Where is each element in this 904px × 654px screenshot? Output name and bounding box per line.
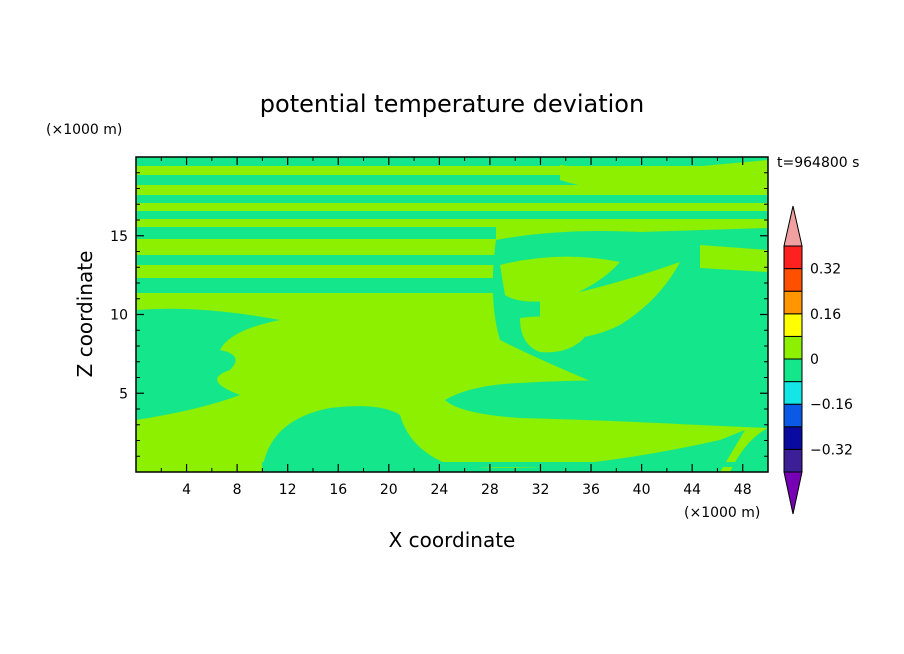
colorbar-segment [783,245,803,270]
colorbar-label: −0.16 [810,397,853,413]
field-patch [262,406,745,472]
colorbar-segment [783,426,803,450]
y-axis-label: Z coordinate [73,251,97,378]
field-patch [730,428,768,472]
x-tick-label: 48 [734,482,752,498]
colorbar-label: 0 [810,352,819,368]
y-tick-label: 10 [110,308,128,324]
field-band [136,278,496,293]
contour-field [136,157,768,472]
field-patch [445,380,768,428]
x-tick-label: 24 [430,482,448,498]
field-patch [500,256,620,302]
colorbar-segment [783,290,803,315]
time-label: t=964800 s [777,155,859,171]
x-axis-ticks: 4 8 12 16 20 24 28 32 36 40 44 48 [160,157,752,498]
y-tick-label: 5 [119,386,128,402]
x-tick-label: 36 [582,482,600,498]
x-tick-label: 20 [380,482,398,498]
field-band [136,175,768,185]
field-band [136,255,496,265]
y-tick-label: 15 [110,229,128,245]
field-band [136,211,768,219]
colorbar-segment [783,403,803,428]
colorbar-segment [783,381,803,405]
chart-title: potential temperature deviation [260,90,644,118]
field-patch [520,316,590,353]
colorbar: 0.32 0.16 0 −0.16 −0.32 [783,205,853,515]
colorbar-label: 0.32 [810,262,841,278]
field-band [136,195,768,203]
x-tick-label: 8 [233,482,242,498]
field-patch [560,160,768,192]
y-axis-unit: (×1000 m) [46,122,122,138]
x-tick-label: 4 [182,482,191,498]
x-tick-label: 44 [683,482,701,498]
colorbar-under-triangle [783,471,803,515]
field-band [136,462,768,467]
colorbar-segment [783,358,803,383]
x-tick-label: 32 [532,482,550,498]
colorbar-segment [783,313,803,337]
colorbar-segment [783,448,803,473]
colorbar-label: 0.16 [810,307,841,323]
x-tick-label: 12 [279,482,297,498]
y-axis-ticks: 5 10 15 [110,172,768,457]
x-tick-label: 40 [633,482,651,498]
field-band [136,157,768,166]
colorbar-label: −0.32 [810,442,853,458]
x-axis-unit: (×1000 m) [684,505,760,521]
x-tick-label: 28 [481,482,499,498]
field-patch [136,420,262,472]
colorbar-segment [783,268,803,292]
field-patch [136,308,280,420]
x-tick-label: 16 [329,482,347,498]
colorbar-segment [783,335,803,360]
x-axis-label: X coordinate [389,528,516,552]
colorbar-over-triangle [783,205,803,247]
field-patch [700,245,768,272]
field-patch [540,262,680,339]
field-band [136,227,496,239]
